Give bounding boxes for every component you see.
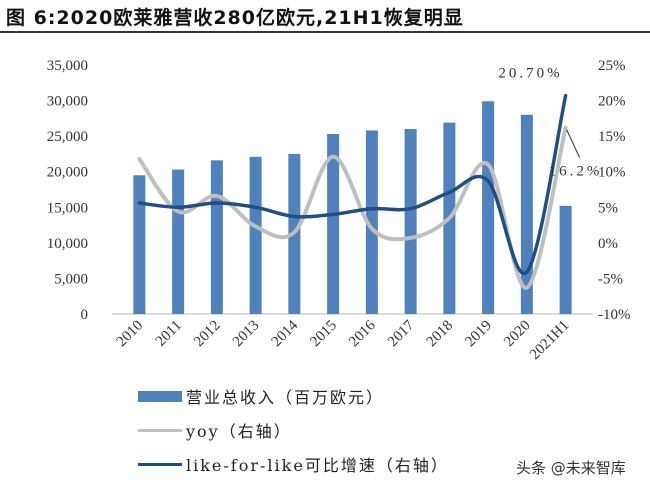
right-axis-tick-label: -10%: [598, 307, 631, 323]
watermark: 头条 @未来智库: [516, 459, 626, 477]
bar-revenue: [365, 130, 378, 314]
leader-line: [566, 129, 581, 158]
right-axis-tick-label: -5%: [598, 271, 623, 287]
right-axis-tick-label: 0%: [598, 236, 618, 252]
data-label-yoy: 16.2%: [549, 164, 603, 180]
legend-label: yoy（右轴）: [186, 422, 292, 441]
x-axis-tick-label: 2014: [269, 317, 302, 350]
legend-label: 营业总收入（百万欧元）: [186, 388, 385, 407]
bar-revenue: [249, 156, 262, 314]
left-axis-tick-label: 20,000: [47, 165, 88, 181]
x-axis-tick-label: 2020: [501, 318, 534, 351]
x-axis-tick-label: 2019: [462, 318, 495, 351]
x-axis-tick-label: 2011: [153, 318, 185, 350]
right-axis-tick-label: 25%: [598, 58, 626, 74]
bar-revenue: [172, 169, 185, 314]
bar-revenue: [559, 205, 572, 314]
legend-item-revenue: 营业总收入（百万欧元）: [138, 384, 384, 408]
figure-title: 图 6:2020欧莱雅营收280亿欧元,21H1恢复明显: [6, 7, 464, 29]
x-axis-tick-label: 2018: [424, 318, 457, 351]
bar-revenue: [133, 175, 146, 314]
left-axis-tick-label: 25,000: [47, 129, 88, 145]
left-axis-tick-label: 35,000: [47, 58, 88, 74]
bar-revenue: [482, 101, 495, 314]
legend-swatch-line: [138, 428, 182, 432]
legend-item-yoy: yoy（右轴）: [138, 418, 292, 442]
x-axis-tick-label: 2021H1: [527, 318, 572, 363]
bar-revenue: [210, 160, 223, 314]
right-axis-tick-label: 15%: [598, 129, 626, 145]
left-axis-tick-label: 0: [81, 307, 89, 323]
left-axis-tick-label: 5,000: [54, 271, 88, 287]
legend-item-lfl: like-for-like可比增速（右轴）: [138, 452, 449, 476]
x-axis-tick-label: 2012: [191, 318, 224, 351]
legend-swatch-line: [138, 462, 182, 466]
bar-revenue: [404, 129, 417, 314]
legend-swatch-bar: [138, 390, 182, 402]
right-axis-tick-label: 5%: [598, 200, 618, 216]
title-divider: [0, 31, 650, 33]
right-axis-tick-label: 20%: [598, 94, 626, 110]
left-axis-tick-label: 30,000: [47, 94, 88, 110]
left-axis-tick-label: 10,000: [47, 236, 88, 252]
x-axis-tick-label: 2010: [114, 318, 147, 351]
x-axis-tick-label: 2016: [346, 317, 379, 350]
right-axis-tick-label: 10%: [598, 165, 626, 181]
data-label-lfl: 20.70%: [498, 66, 562, 82]
line-yoy: [137, 125, 568, 290]
legend-label: like-for-like可比增速（右轴）: [186, 456, 449, 475]
left-axis-tick-label: 15,000: [47, 200, 88, 216]
x-axis-tick-label: 2017: [385, 317, 418, 350]
bar-revenue: [327, 134, 340, 314]
x-axis-tick-label: 2013: [230, 318, 263, 351]
x-axis-tick-label: 2015: [307, 318, 340, 351]
